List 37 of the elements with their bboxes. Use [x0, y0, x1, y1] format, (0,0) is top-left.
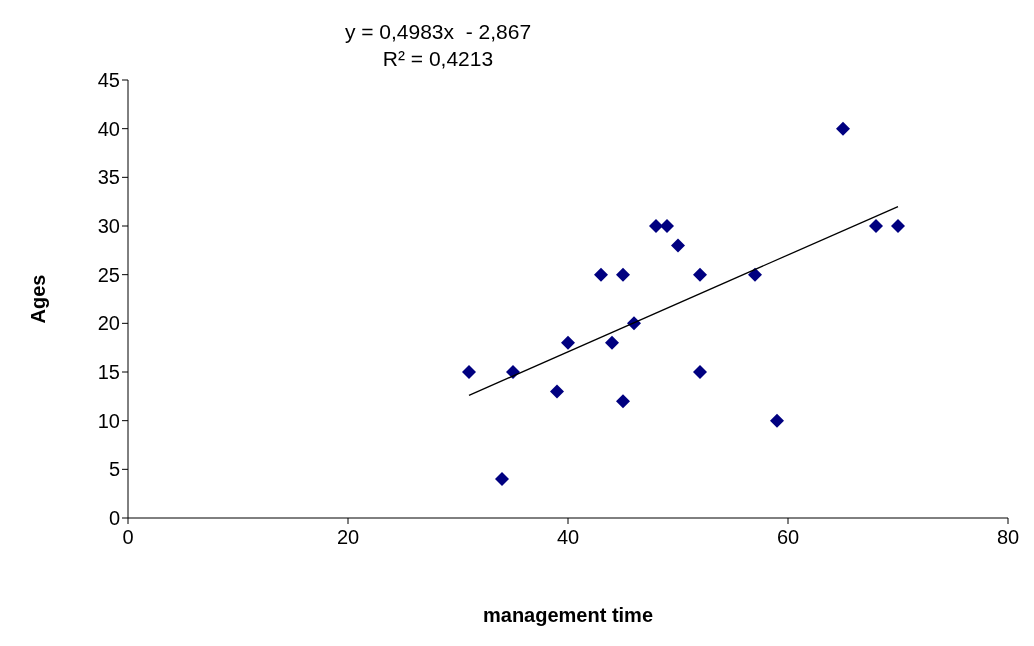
- point: [693, 365, 707, 379]
- point: [594, 267, 608, 282]
- x-tick-label: 20: [336, 526, 360, 549]
- text: R² = 0,4213: [381, 47, 495, 71]
- x-tick-label: 80: [996, 526, 1020, 549]
- point: [836, 121, 850, 136]
- x-tick-label: 40: [556, 526, 580, 549]
- y-tick-label: 10: [97, 409, 120, 432]
- y-tick-label: 20: [97, 312, 120, 335]
- point: [649, 219, 663, 233]
- point: [660, 219, 674, 233]
- x-tick-label: 0: [122, 526, 134, 549]
- y-tick-label: 35: [97, 166, 120, 189]
- point: [891, 219, 905, 233]
- point: [605, 335, 619, 350]
- y-axis-title: Ages: [27, 274, 50, 324]
- text: y = 0,4983x - 2,867: [343, 20, 533, 44]
- y-tick-label: 5: [108, 458, 120, 481]
- point: [550, 384, 564, 399]
- x-tick-label: 60: [776, 526, 800, 549]
- x-axis-title: management time: [482, 604, 654, 627]
- point: [693, 267, 707, 282]
- y-tick-label: 15: [97, 361, 120, 384]
- point: [462, 365, 476, 379]
- point: [495, 472, 509, 487]
- y-tick-label: 40: [97, 117, 120, 140]
- point: [616, 267, 630, 282]
- point: [561, 335, 575, 350]
- point: [748, 267, 762, 282]
- y-tick-label: 45: [97, 69, 120, 92]
- point: [671, 238, 685, 253]
- y-tick-label: 25: [97, 263, 120, 286]
- point: [616, 394, 630, 409]
- point: [770, 413, 784, 428]
- y-tick-label: 30: [97, 215, 120, 238]
- point: [869, 219, 883, 233]
- y-tick-label: 0: [108, 507, 120, 530]
